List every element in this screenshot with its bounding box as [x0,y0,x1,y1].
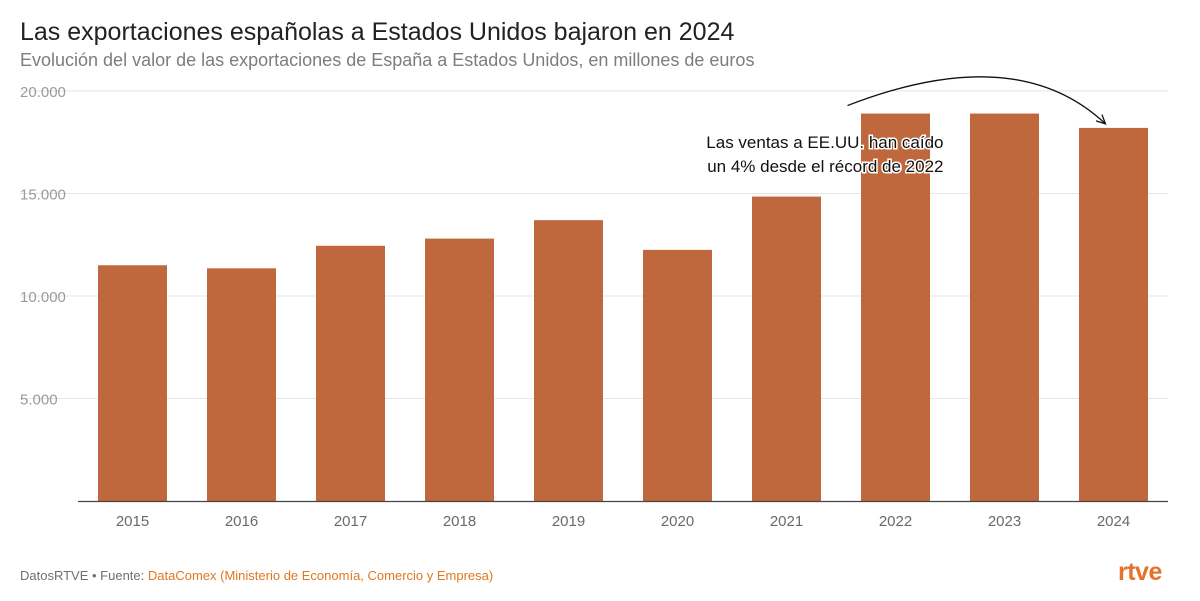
bar-2020 [643,249,712,501]
y-tick-label: 10.000 [20,289,66,306]
source-link[interactable]: DataComex (Ministerio de Economía, Comer… [147,568,494,583]
x-tick-label: 2024 [1097,513,1130,530]
annotation-arrow [847,76,1106,125]
annotation-arrowhead [1095,114,1107,125]
chart-title: Las exportaciones españolas a Estados Un… [20,18,735,46]
annotation-text-line: Las ventas a EE.UU. han caído [706,133,943,152]
bar-2019 [534,220,603,501]
bars [98,113,1148,502]
bar-2024 [1079,127,1148,502]
y-tick-label: 20.000 [20,84,66,101]
x-tick-label: 2021 [770,513,803,530]
bar-2022 [861,113,930,502]
annotation: Las ventas a EE.UU. han caído un 4% desde… [705,76,1107,178]
x-tick-label: 2017 [334,513,367,530]
annotation-text-line: un 4% desde el récord de 2022 [707,157,943,176]
y-tick-label: 15.000 [20,187,66,204]
x-tick-label: 2015 [116,513,149,530]
bar-2017 [316,245,385,501]
y-tick-label: 5.000 [20,392,58,409]
x-tick-label: 2020 [661,513,694,530]
bar-2015 [98,265,167,501]
x-tick-label: 2016 [225,513,258,530]
rtve-logo: rtve [1118,558,1162,586]
x-tick-label: 2023 [988,513,1021,530]
source-footer: DatosRTVE • Fuente: DataComex (Ministeri… [20,568,493,583]
footer-prefix: DatosRTVE • Fuente: [20,568,148,583]
x-tick-label: 2022 [879,513,912,530]
x-tick-label: 2018 [443,513,476,530]
chart-subtitle: Evolución del valor de las exportaciones… [20,50,755,70]
bar-2016 [207,268,276,501]
bar-2018 [425,238,494,501]
bar-2023 [970,113,1039,502]
bar-2021 [752,196,821,501]
x-tick-label: 2019 [552,513,585,530]
axis-labels: 5.000 10.000 15.000 20.000 2015 2016 2017 2018 2… [20,84,1130,530]
